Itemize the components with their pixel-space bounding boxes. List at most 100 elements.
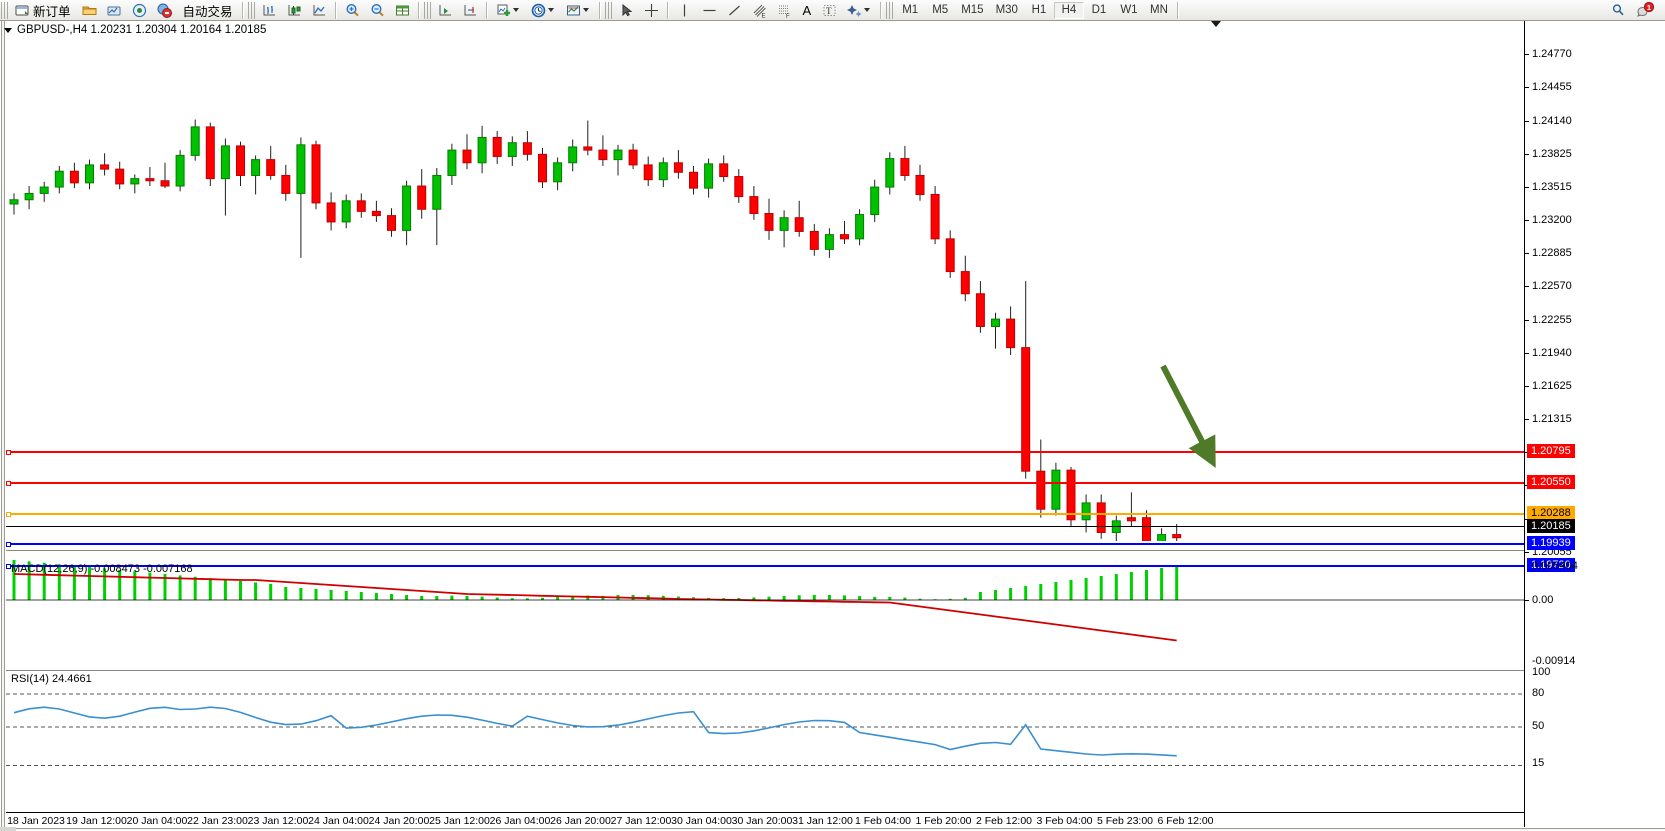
level-line-1-20288[interactable] — [6, 512, 1524, 517]
notifications-button[interactable]: 1 — [1631, 1, 1659, 20]
timeframe-h1[interactable]: H1 — [1031, 4, 1047, 16]
price-level-chip[interactable]: 1.20795 — [1527, 444, 1575, 458]
level-line-1-19720[interactable] — [6, 564, 1524, 569]
price-axis[interactable]: 1.24770 1.24455 1.24140 1.23825 1.23515 1.232… — [1524, 21, 1665, 831]
draw-tools-grip[interactable] — [604, 1, 612, 19]
cursor-tool-button[interactable] — [614, 1, 639, 20]
time-tick-label: 2 Feb 12:00 — [975, 815, 1033, 827]
timeframe-m15[interactable]: M15 — [961, 4, 984, 16]
chart-window[interactable]: GBPUSD-,H4 1.20231 1.20304 1.20164 1.201… — [0, 21, 1665, 831]
chart-left-rail — [0, 21, 6, 831]
price-tick — [1525, 253, 1529, 255]
horizontal-line-button[interactable] — [697, 1, 722, 20]
cursor-icon — [618, 2, 635, 19]
time-tick-label: 30 Jan 04:00 — [671, 815, 732, 827]
level-handle[interactable] — [6, 481, 11, 486]
price-level-chip[interactable]: 1.20288 — [1527, 506, 1575, 520]
price-level-chip[interactable]: 1.20185 — [1527, 519, 1575, 533]
line-chart-button[interactable] — [307, 1, 332, 20]
candlestick-series — [9, 119, 1182, 541]
timeframe-grip[interactable] — [886, 1, 894, 19]
timeframe-d1[interactable]: D1 — [1091, 4, 1107, 16]
level-handle[interactable] — [6, 450, 11, 455]
chevron-down-icon[interactable] — [582, 8, 589, 12]
trendline-icon — [726, 2, 743, 19]
level-handle[interactable] — [6, 512, 11, 517]
time-tick-label: 27 Jan 12:00 — [610, 815, 672, 827]
level-line-1-20795[interactable] — [6, 450, 1524, 455]
price-level-chip[interactable]: 1.20550 — [1527, 475, 1575, 489]
add-indicator-button[interactable] — [491, 1, 526, 20]
chart-menu-caret-icon[interactable] — [4, 27, 12, 33]
price-level-chip[interactable]: 1.19939 — [1527, 536, 1575, 550]
level-line-1-20550[interactable] — [6, 481, 1524, 486]
candlestick-chart-button[interactable] — [282, 1, 307, 20]
price-level-chip[interactable]: 1.19720 — [1527, 558, 1575, 572]
new-order-button[interactable]: 新订单 — [10, 1, 77, 20]
timeframe-w1[interactable]: W1 — [1120, 4, 1138, 16]
fibonacci-button[interactable]: F — [772, 1, 797, 20]
price-tick — [1525, 54, 1529, 55]
search-button[interactable] — [1606, 1, 1631, 20]
price-plot-area[interactable]: MACD(12,26,9) -0.008473 -0.007168 RSI(14… — [6, 21, 1524, 831]
macd-tick-label: 0.00 — [1532, 594, 1554, 606]
bar-chart-button[interactable] — [257, 1, 282, 20]
templates-button[interactable] — [561, 1, 596, 20]
price-tick-label: 1.21625 — [1532, 380, 1572, 393]
terminal-icon — [156, 2, 173, 19]
shift-tools-grip[interactable] — [423, 1, 431, 19]
toolbar-grip[interactable] — [1, 1, 8, 19]
price-tick — [1525, 386, 1529, 388]
price-tick-label: 1.24140 — [1532, 114, 1572, 127]
timeframe-m30[interactable]: M30 — [995, 4, 1018, 16]
data-window-button[interactable] — [390, 1, 415, 20]
bar-chart-icon — [261, 2, 278, 19]
price-tick-label: 1.22570 — [1532, 280, 1572, 293]
crosshair-tool-button[interactable] — [639, 1, 664, 20]
zoom-in-button[interactable] — [340, 1, 365, 20]
rsi-tick-label: 15 — [1532, 757, 1545, 769]
time-tick-label: 3 Feb 04:00 — [1036, 815, 1093, 827]
auto-scroll-button[interactable] — [458, 1, 483, 20]
terminal-button[interactable] — [152, 1, 177, 20]
shapes-icon — [846, 2, 863, 19]
svg-text:F: F — [786, 14, 790, 19]
market-watch-button[interactable] — [102, 1, 127, 20]
level-line-1-19939[interactable] — [6, 542, 1524, 547]
period-button[interactable] — [526, 1, 561, 20]
time-tick-label: 23 Jan 12:00 — [247, 815, 309, 827]
equidistant-channel-button[interactable]: E — [747, 1, 772, 20]
navigator-button[interactable] — [127, 1, 152, 20]
timeframe-m5[interactable]: M5 — [932, 4, 949, 16]
trendline-button[interactable] — [722, 1, 747, 20]
scrollbar-thumb[interactable] — [0, 827, 16, 831]
chevron-down-icon[interactable] — [512, 8, 519, 12]
text-label-button[interactable]: T — [817, 1, 842, 20]
price-tick — [1525, 186, 1529, 188]
timeframe-mn[interactable]: MN — [1150, 4, 1168, 16]
time-tick-label: 1 Feb 04:00 — [854, 815, 912, 827]
vertical-line-button[interactable] — [672, 1, 697, 20]
level-handle[interactable] — [6, 564, 11, 569]
price-tick — [1525, 87, 1529, 89]
new-order-label: 新订单 — [33, 4, 71, 19]
chevron-down-icon[interactable] — [547, 8, 554, 12]
shapes-button[interactable] — [842, 1, 877, 20]
zoom-out-button[interactable] — [365, 1, 390, 20]
timeframe-m1[interactable]: M1 — [902, 4, 919, 16]
horizontal-scrollbar[interactable] — [0, 827, 1665, 831]
autotrading-button[interactable]: 自动交易 — [177, 1, 239, 20]
toolbar-separator-4 — [485, 1, 488, 19]
time-tick-label: 5 Feb 23:00 — [1096, 815, 1154, 827]
chart-tools-grip[interactable] — [247, 1, 255, 19]
timeframe-h4[interactable]: H4 — [1053, 1, 1084, 19]
text-button[interactable]: A — [797, 1, 818, 20]
price-tick — [1525, 418, 1529, 420]
chart-shift-button[interactable] — [433, 1, 458, 20]
level-handle[interactable] — [6, 542, 11, 547]
time-axis[interactable]: 18 Jan 2023 19 Jan 12:00 20 Jan 04:00 22 Ja… — [6, 812, 1524, 831]
trend-arrow-annotation[interactable] — [6, 21, 1524, 541]
candlestick-icon — [286, 2, 303, 19]
expert-advisor-button[interactable] — [77, 1, 102, 20]
chevron-down-icon[interactable] — [864, 8, 871, 12]
